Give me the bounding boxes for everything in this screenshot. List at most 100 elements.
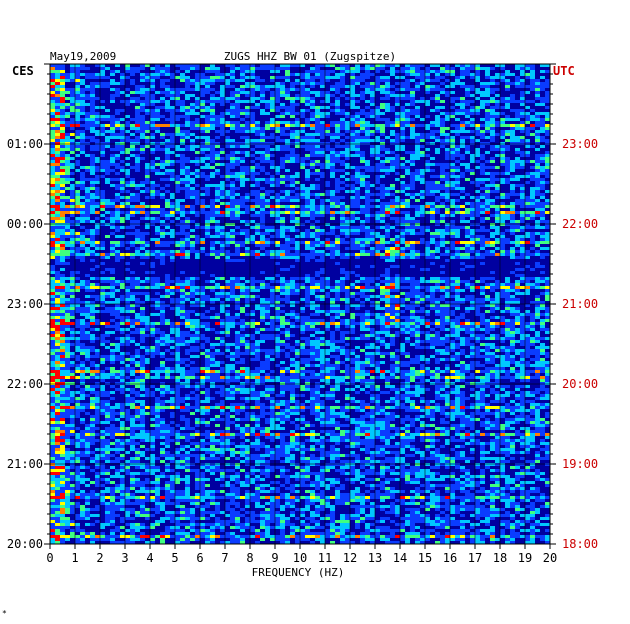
heatmap-cell <box>210 256 215 259</box>
heatmap-cell <box>400 160 405 163</box>
heatmap-cell <box>465 271 470 274</box>
heatmap-cell <box>420 169 425 172</box>
heatmap-cell <box>70 157 75 160</box>
heatmap-cell <box>190 178 195 181</box>
heatmap-cell <box>345 121 350 124</box>
heatmap-cell <box>210 76 215 79</box>
heatmap-cell <box>260 178 265 181</box>
heatmap-cell <box>125 265 130 268</box>
heatmap-cell <box>415 199 420 202</box>
heatmap-cell <box>525 136 530 139</box>
heatmap-cell <box>270 262 275 265</box>
heatmap-cell <box>175 193 180 196</box>
heatmap-cell <box>430 166 435 169</box>
heatmap-cell <box>160 193 165 196</box>
heatmap-cell <box>500 70 505 73</box>
heatmap-cell <box>300 178 305 181</box>
heatmap-cell <box>300 169 305 172</box>
heatmap-cell <box>135 103 140 106</box>
heatmap-cell <box>435 151 440 154</box>
heatmap-cell <box>75 196 80 199</box>
heatmap-cell <box>55 154 60 157</box>
heatmap-cell <box>380 283 385 286</box>
heatmap-cell <box>65 238 70 241</box>
heatmap-cell <box>200 121 205 124</box>
heatmap-cell <box>250 244 255 247</box>
heatmap-cell <box>435 268 440 271</box>
heatmap-cell <box>175 217 180 220</box>
heatmap-cell <box>450 109 455 112</box>
heatmap-cell <box>145 118 150 121</box>
heatmap-cell <box>345 85 350 88</box>
heatmap-cell <box>55 286 60 289</box>
heatmap-cell <box>420 202 425 205</box>
heatmap-cell <box>200 241 205 244</box>
heatmap-cell <box>440 109 445 112</box>
heatmap-cell <box>75 100 80 103</box>
heatmap-cell <box>110 247 115 250</box>
heatmap-cell <box>110 256 115 259</box>
heatmap-cell <box>435 91 440 94</box>
heatmap-cell <box>535 277 540 280</box>
heatmap-cell <box>100 217 105 220</box>
heatmap-cell <box>340 67 345 70</box>
heatmap-cell <box>240 154 245 157</box>
heatmap-cell <box>155 157 160 160</box>
heatmap-cell <box>515 220 520 223</box>
heatmap-cell <box>305 169 310 172</box>
heatmap-cell <box>290 76 295 79</box>
heatmap-cell <box>200 169 205 172</box>
heatmap-cell <box>155 130 160 133</box>
heatmap-cell <box>505 121 510 124</box>
heatmap-cell <box>85 100 90 103</box>
heatmap-cell <box>135 79 140 82</box>
heatmap-cell <box>490 97 495 100</box>
heatmap-cell <box>200 148 205 151</box>
heatmap-cell <box>545 262 550 265</box>
heatmap-cell <box>465 154 470 157</box>
heatmap-cell <box>530 73 535 76</box>
heatmap-cell <box>175 265 180 268</box>
heatmap-cell <box>250 202 255 205</box>
heatmap-cell <box>420 154 425 157</box>
heatmap-cell <box>520 214 525 217</box>
heatmap-cell <box>385 100 390 103</box>
heatmap-cell <box>135 205 140 208</box>
heatmap-cell <box>425 82 430 85</box>
heatmap-cell <box>495 250 500 253</box>
heatmap-cell <box>320 205 325 208</box>
heatmap-cell <box>410 274 415 277</box>
heatmap-cell <box>120 226 125 229</box>
heatmap-cell <box>510 121 515 124</box>
heatmap-cell <box>450 136 455 139</box>
heatmap-cell <box>205 124 210 127</box>
heatmap-cell <box>375 229 380 232</box>
heatmap-cell <box>270 259 275 262</box>
heatmap-cell <box>135 178 140 181</box>
heatmap-cell <box>375 109 380 112</box>
heatmap-cell <box>90 67 95 70</box>
heatmap-cell <box>345 181 350 184</box>
heatmap-cell <box>100 229 105 232</box>
heatmap-cell <box>345 214 350 217</box>
heatmap-cell <box>370 106 375 109</box>
heatmap-cell <box>295 73 300 76</box>
heatmap-cell <box>475 106 480 109</box>
heatmap-cell <box>485 124 490 127</box>
heatmap-cell <box>375 262 380 265</box>
heatmap-cell <box>195 274 200 277</box>
heatmap-cell <box>110 79 115 82</box>
heatmap-cell <box>455 169 460 172</box>
heatmap-cell <box>375 256 380 259</box>
heatmap-cell <box>190 199 195 202</box>
heatmap-cell <box>510 76 515 79</box>
heatmap-cell <box>335 229 340 232</box>
heatmap-cell <box>435 82 440 85</box>
heatmap-cell <box>440 160 445 163</box>
heatmap-cell <box>55 94 60 97</box>
heatmap-cell <box>330 202 335 205</box>
heatmap-cell <box>290 67 295 70</box>
heatmap-cell <box>90 229 95 232</box>
heatmap-cell <box>65 97 70 100</box>
heatmap-cell <box>370 274 375 277</box>
